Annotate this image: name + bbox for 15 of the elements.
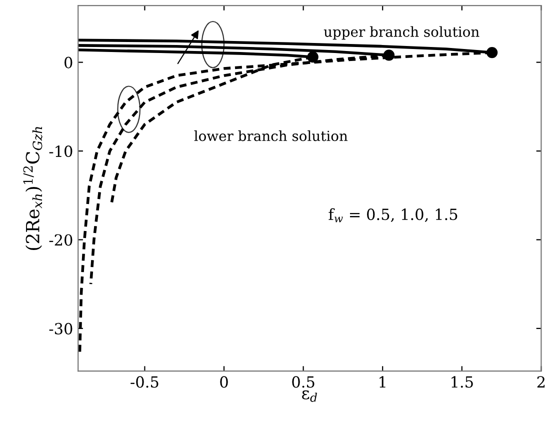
y-tick-label: -20	[49, 234, 72, 246]
y-tick-label: -30	[49, 322, 72, 334]
x-tick-label: 0	[220, 376, 228, 388]
x-tick-label: 2	[537, 376, 545, 388]
x-tick-label: -0.5	[130, 376, 158, 388]
x-tick-label: 1.5	[452, 376, 473, 388]
annotation: upper branch solution	[324, 26, 480, 40]
y-tick-label: 0	[64, 56, 72, 68]
x-axis-title: ε$_{d}$	[302, 390, 318, 402]
y-axis-title: (2Re$_{xh}$)$^{1/2}$C$_{Gzh}$	[23, 126, 42, 250]
annotation: f$_{w}$ = 0.5, 1.0, 1.5	[328, 208, 458, 222]
x-tick-label: 1	[380, 376, 386, 388]
x-tick-label: 0.5	[292, 376, 314, 388]
y-tick-label: -10	[49, 145, 72, 158]
annotation: lower branch solution	[194, 130, 348, 142]
